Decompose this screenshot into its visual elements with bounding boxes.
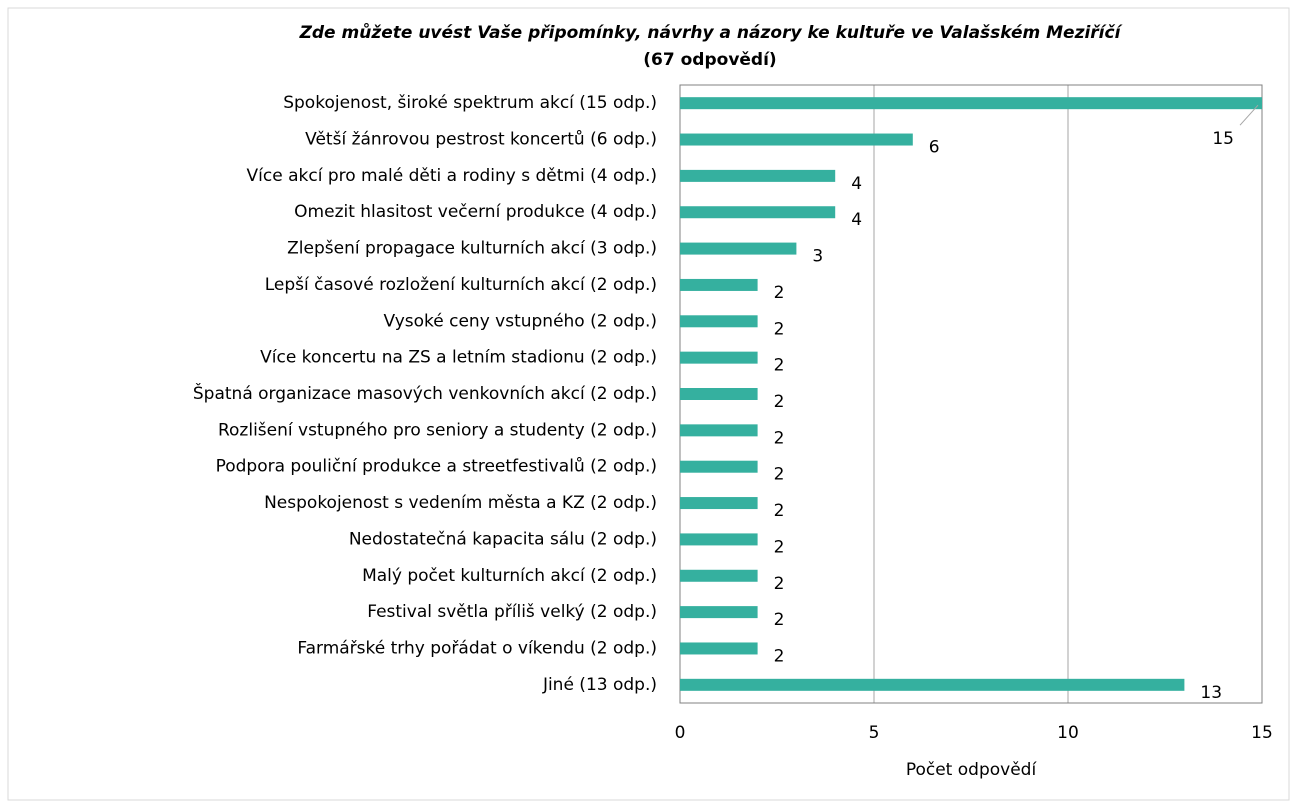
y-tick-label: Více akcí pro malé děti a rodiny s dětmi… (247, 166, 657, 186)
value-label: 2 (774, 319, 785, 339)
chart-subtitle: (67 odpovědí) (643, 50, 776, 70)
label-leader (1239, 104, 1259, 126)
value-label: 2 (774, 465, 785, 485)
bar (680, 678, 1185, 691)
y-tick-label: Jiné (13 odp.) (542, 675, 657, 695)
x-tick-label: 5 (869, 723, 880, 743)
y-tick-label: Vysoké ceny vstupného (2 odp.) (384, 311, 657, 331)
y-tick-label: Lepší časové rozložení kulturních akcí (… (265, 275, 657, 295)
bar (680, 533, 758, 546)
chart-title: Zde můžete uvést Vaše připomínky, návrhy… (299, 22, 1123, 43)
bar (680, 242, 797, 255)
bar (680, 351, 758, 364)
value-label: 2 (774, 428, 785, 448)
value-label: 4 (851, 210, 862, 230)
bar (680, 642, 758, 655)
y-tick-label: Festival světla příliš velký (2 odp.) (367, 602, 657, 622)
bar (680, 206, 836, 219)
bar (680, 278, 758, 291)
value-label: 4 (851, 174, 862, 194)
value-label: 2 (774, 610, 785, 630)
bar (680, 133, 913, 146)
value-label: 3 (812, 247, 823, 267)
y-tick-label: Farmářské trhy pořádat o víkendu (2 odp.… (297, 638, 657, 658)
value-label: 2 (774, 283, 785, 303)
value-label: 2 (774, 501, 785, 521)
bar (680, 424, 758, 437)
bar (680, 169, 836, 182)
bar (680, 497, 758, 510)
value-label: 2 (774, 392, 785, 412)
x-tick-label: 0 (675, 723, 686, 743)
bar (680, 569, 758, 582)
bar (680, 97, 1262, 110)
y-tick-label: Rozlišení vstupného pro seniory a studen… (218, 420, 657, 440)
bar (680, 606, 758, 619)
x-tick-label: 15 (1251, 723, 1273, 743)
y-tick-label: Větší žánrovou pestrost koncertů (6 odp.… (305, 130, 657, 150)
bar (680, 315, 758, 328)
y-tick-label: Nespokojenost s vedením města a KZ (2 od… (264, 493, 657, 513)
x-axis-label: Počet odpovědí (906, 760, 1038, 780)
value-label: 2 (774, 356, 785, 376)
bar (680, 388, 758, 400)
chart-border (7, 7, 1290, 801)
y-tick-label: Zlepšení propagace kulturních akcí (3 od… (287, 239, 657, 259)
y-tick-label: Podpora pouliční produkce a streetfestiv… (216, 457, 657, 477)
x-tick-label: 10 (1057, 723, 1079, 743)
y-tick-label: Omezit hlasitost večerní produkce (4 odp… (294, 202, 657, 222)
y-tick-label: Malý počet kulturních akcí (2 odp.) (362, 566, 657, 586)
value-label: 2 (774, 646, 785, 666)
value-label: 6 (929, 138, 940, 158)
value-label: 13 (1200, 683, 1222, 703)
value-label: 15 (1212, 129, 1234, 149)
bar (680, 460, 758, 473)
y-tick-label: Špatná organizace masových venkovních ak… (193, 382, 657, 404)
y-tick-label: Nedostatečná kapacita sálu (2 odp.) (349, 529, 657, 549)
value-label: 2 (774, 574, 785, 594)
y-tick-label: Spokojenost, široké spektrum akcí (15 od… (283, 93, 657, 113)
y-tick-label: Více koncertu na ZS a letním stadionu (2… (260, 348, 657, 368)
value-label: 2 (774, 537, 785, 557)
